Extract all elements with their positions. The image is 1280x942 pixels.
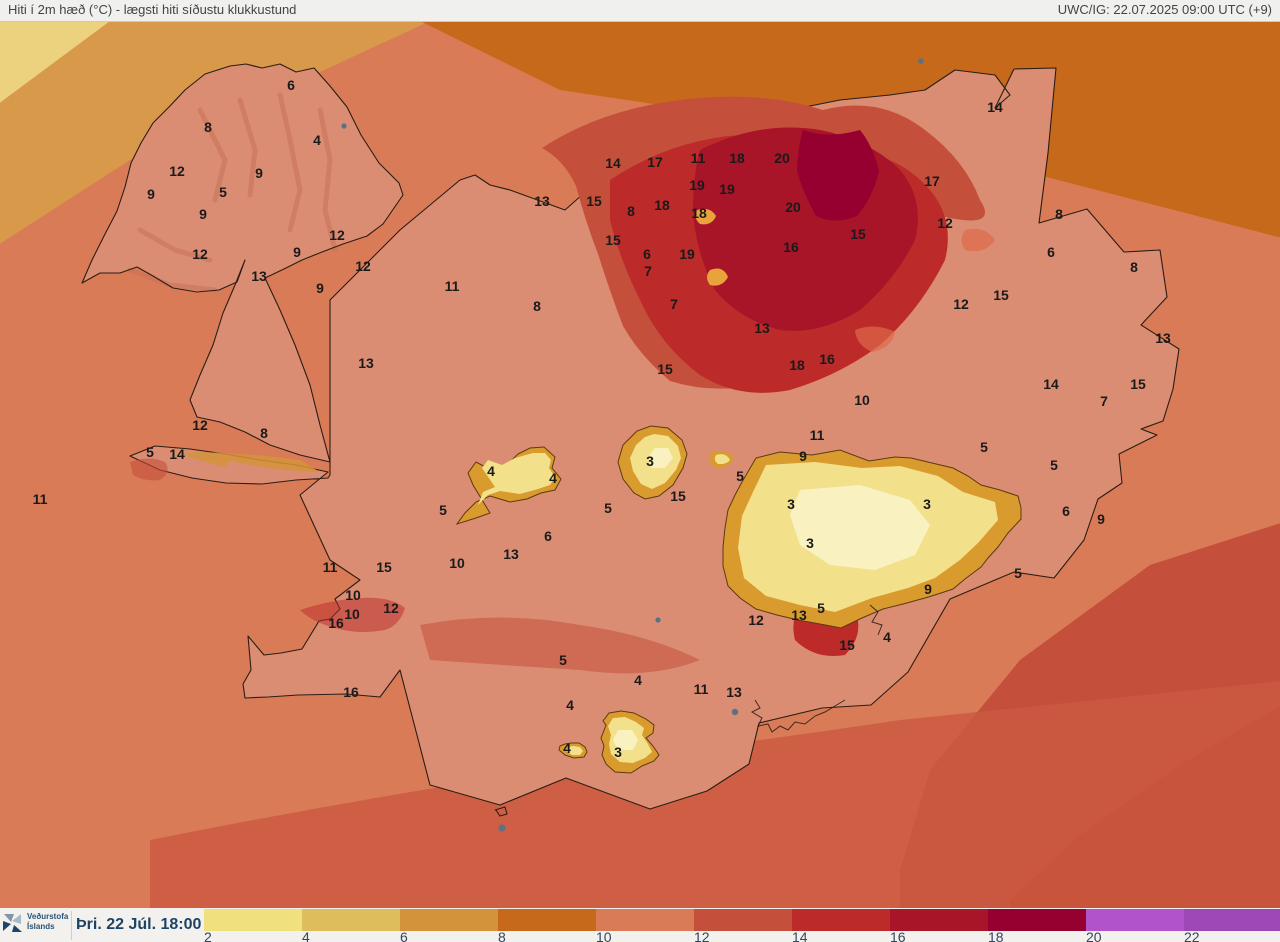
svg-text:12: 12 xyxy=(694,929,710,942)
svg-text:6: 6 xyxy=(400,929,408,942)
svg-text:2: 2 xyxy=(204,929,212,942)
svg-text:14: 14 xyxy=(792,929,808,942)
svg-text:8: 8 xyxy=(498,929,506,942)
svg-text:10: 10 xyxy=(596,929,612,942)
svg-text:16: 16 xyxy=(890,929,906,942)
svg-text:4: 4 xyxy=(302,929,310,942)
svg-text:20: 20 xyxy=(1086,929,1102,942)
svg-text:22: 22 xyxy=(1184,929,1200,942)
svg-text:18: 18 xyxy=(988,929,1004,942)
